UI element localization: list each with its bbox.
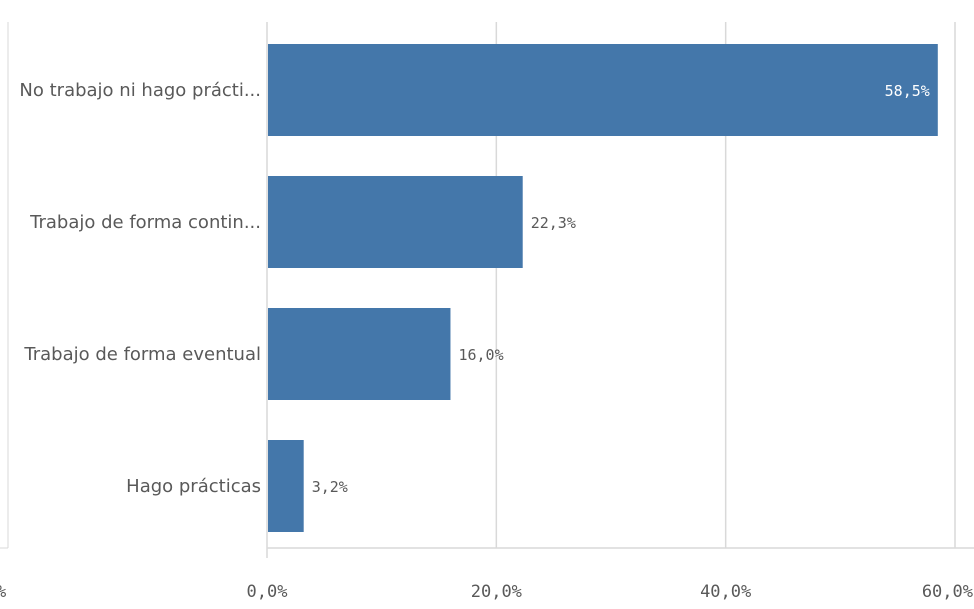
category-label: Hago prácticas: [126, 476, 261, 497]
labels: 0,0% 20,0% 40,0% 60,0%% No trabajo ni hago p…: [0, 80, 973, 602]
bar[interactable]: [268, 176, 523, 268]
x-tick-label: 40,0%: [700, 582, 751, 602]
value-label: 22,3%: [531, 214, 576, 232]
category-label: No trabajo ni hago prácti...: [19, 80, 261, 101]
x-tick-label-clipped: %: [0, 582, 6, 602]
bars: [268, 44, 938, 532]
x-tick-label: 60,0%: [922, 582, 973, 602]
bar[interactable]: [268, 308, 451, 400]
value-label: 58,5%: [885, 82, 930, 100]
x-tick-label: 20,0%: [471, 582, 522, 602]
value-label: 3,2%: [312, 478, 348, 496]
x-tick-label: 0,0%: [247, 582, 288, 602]
category-label: Trabajo de forma eventual: [23, 344, 261, 365]
value-label: 16,0%: [458, 346, 503, 364]
bar[interactable]: [268, 440, 304, 532]
category-label: Trabajo de forma contin...: [29, 212, 261, 233]
bar[interactable]: [268, 44, 938, 136]
